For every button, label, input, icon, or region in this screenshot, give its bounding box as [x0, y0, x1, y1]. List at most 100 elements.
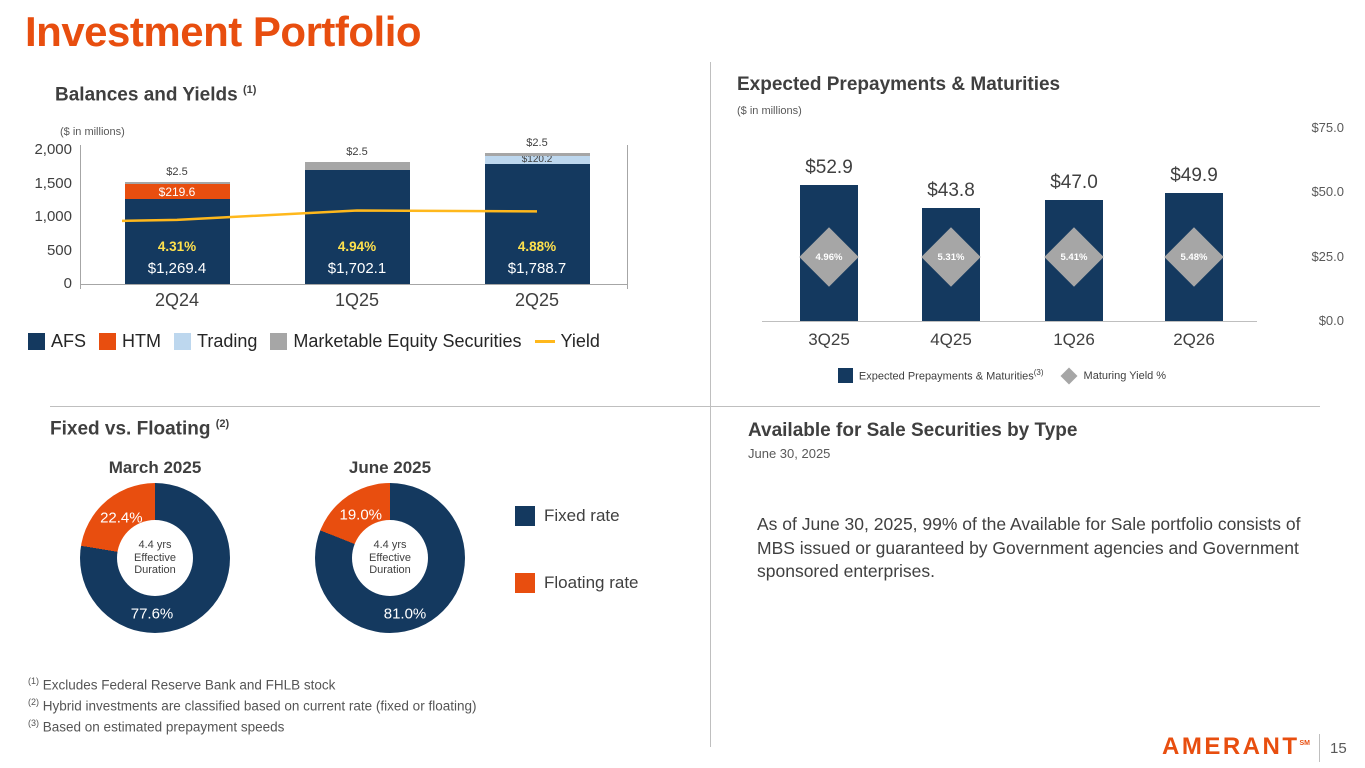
- afs-heading: Available for Sale Securities by Type: [748, 420, 1078, 441]
- donut-center-text: Effective: [134, 551, 176, 564]
- floating-rate-pct-label: 22.4%: [100, 509, 143, 527]
- page-number: 15: [1330, 740, 1347, 757]
- floating-rate-pct-label: 19.0%: [339, 506, 383, 524]
- legend-item-fixed-rate: Fixed rate: [515, 506, 620, 526]
- legend-diamond-swatch: [1060, 367, 1078, 384]
- legend-swatch: [515, 573, 535, 593]
- maturing-yield-label: 4.96%: [815, 251, 843, 263]
- donut-title: March 2025: [108, 458, 202, 477]
- legend-item-marketable-equity-securities: Marketable Equity Securities: [270, 331, 522, 352]
- legend-item-afs: AFS: [28, 331, 86, 352]
- afs-body-text: As of June 30, 2025, 99% of the Availabl…: [757, 514, 1301, 582]
- yield-value-label: 4.88%: [517, 239, 557, 254]
- x-axis-category-label: 1Q25: [334, 290, 380, 310]
- plot-right-border: [627, 145, 628, 289]
- y-axis-tick-label: 1,000: [34, 208, 72, 225]
- bar-top-label: $2.5: [346, 146, 368, 159]
- bar-segment-htm: [124, 184, 230, 199]
- donut-center-text: Duration: [369, 564, 411, 577]
- amerant-logo: AMERANTSM: [1162, 733, 1310, 761]
- bar-segment-afs: [484, 164, 590, 284]
- x-axis-category-label: 1Q26: [1053, 330, 1095, 349]
- balances-heading: Balances and Yields (1): [55, 84, 256, 106]
- legend-footnote-ref: (3): [1033, 368, 1044, 378]
- fixed-floating-heading-text: Fixed vs. Floating: [50, 418, 211, 440]
- bar-segment-label: $219.6: [158, 184, 196, 199]
- bar-top-label: $2.5: [166, 165, 188, 178]
- bar-segment-marketable-equity-securities: [304, 162, 410, 170]
- prepayments-legend: Expected Prepayments & Maturities(3) Matu…: [737, 367, 1267, 384]
- legend-label: AFS: [51, 331, 87, 351]
- legend-swatch: [99, 333, 117, 350]
- footnote-1-marker: (1): [28, 676, 39, 686]
- footnote-1-text: Excludes Federal Reserve Bank and FHLB s…: [42, 677, 336, 693]
- footnote-2: (2) Hybrid investments are classified ba…: [28, 697, 476, 714]
- footer-divider: [1319, 734, 1320, 762]
- y-axis-tick-label: 1,500: [34, 174, 72, 192]
- fixed-rate-pct-label: 77.6%: [130, 605, 174, 623]
- legend-swatch: [28, 333, 45, 350]
- right-axis-tick-label: $25.0: [1311, 248, 1344, 264]
- balances-legend: AFS HTM Trading Marketable Equity Securitie…: [28, 331, 600, 352]
- bar-value-label: $1,269.4: [147, 260, 207, 277]
- maturing-yield-label: 5.41%: [1060, 251, 1088, 263]
- footnote-2-text: Hybrid investments are classified based …: [42, 698, 477, 714]
- balances-heading-footnote-ref: (1): [242, 84, 257, 96]
- legend-swatch: [174, 333, 192, 350]
- maturing-yield-label: 5.48%: [1180, 251, 1208, 263]
- donut-center-text: Effective: [369, 551, 411, 564]
- legend-swatch: [270, 333, 288, 350]
- x-axis-line: [762, 321, 1257, 322]
- legend-label: Fixed rate: [544, 506, 620, 525]
- legend-line-swatch: [534, 339, 555, 344]
- legend-item-htm: HTM: [99, 331, 161, 352]
- x-axis-category-label: 2Q25: [514, 290, 560, 310]
- bar-value-label: $43.8: [927, 180, 975, 202]
- balances-heading-text: Balances and Yields: [55, 84, 238, 106]
- fixed-floating-heading: Fixed vs. Floating (2): [50, 418, 229, 440]
- donut-center-text: 4.4 yrs: [373, 538, 407, 551]
- bar-value-label: $49.9: [1170, 164, 1218, 186]
- y-axis-tick-label: 500: [46, 241, 72, 259]
- right-axis-tick-label: $0.0: [1318, 313, 1344, 328]
- prepayments-heading: Expected Prepayments & Maturities: [737, 74, 1061, 95]
- legend-item-yield: Yield: [534, 331, 600, 352]
- legend-label: Marketable Equity Securities: [293, 331, 522, 351]
- donut-center-text: 4.4 yrs: [138, 538, 172, 551]
- y-axis-line: [80, 145, 81, 289]
- right-axis-tick-label: $50.0: [1311, 184, 1344, 200]
- fixed-floating-charts: March 2025 4.4 yrs Effective Duration 22.4% 7…: [0, 450, 712, 685]
- balances-units-label: ($ in millions): [60, 126, 125, 138]
- x-axis-line: [80, 284, 627, 285]
- footnote-3-text: Based on estimated prepayment speeds: [42, 719, 285, 735]
- vertical-divider: [710, 62, 711, 747]
- maturing-yield-label: 5.31%: [937, 251, 965, 263]
- yield-value-label: 4.31%: [157, 239, 197, 254]
- bar-top-label: $2.5: [526, 137, 548, 150]
- bar-value-label: $47.0: [1050, 172, 1098, 194]
- bar-value-label: $1,788.7: [507, 260, 567, 277]
- y-axis-tick-label: 0: [63, 275, 72, 292]
- x-axis-category-label: 4Q25: [930, 330, 972, 349]
- fixed-rate-pct-label: 81.0%: [383, 605, 427, 623]
- legend-item-maturing-yield: Maturing Yield %: [1060, 367, 1166, 384]
- footnote-1: (1) Excludes Federal Reserve Bank and FH…: [28, 676, 335, 693]
- bar-segment-marketable-equity-securities: [484, 153, 590, 157]
- yield-value-label: 4.94%: [337, 239, 377, 254]
- footnote-3-marker: (3): [28, 718, 39, 728]
- donut-title: June 2025: [348, 458, 432, 477]
- donut-chart: 4.4 yrs Effective Duration 19.0% 81.0%: [315, 483, 465, 633]
- balances-and-yields-chart: 2,000 1,500 1,000 500 0 $1,269.4 $219.6 $2.5 4.3…: [30, 137, 678, 310]
- x-axis-category-label: 2Q26: [1173, 330, 1215, 349]
- fixed-floating-heading-footnote-ref: (2): [215, 418, 230, 430]
- legend-item-expected-prepayments-maturities: Expected Prepayments & Maturities(3): [837, 368, 1044, 383]
- legend-label: Trading: [197, 331, 258, 351]
- bar-value-label: $52.9: [805, 156, 853, 178]
- footnote-2-marker: (2): [28, 697, 39, 707]
- bar-value-label: $1,702.1: [327, 260, 387, 277]
- bar-segment-afs: [304, 169, 410, 284]
- legend-label: Yield: [560, 331, 600, 351]
- bar-segment-marketable-equity-securities: [124, 181, 230, 185]
- prepayments-units-label: ($ in millions): [737, 105, 802, 117]
